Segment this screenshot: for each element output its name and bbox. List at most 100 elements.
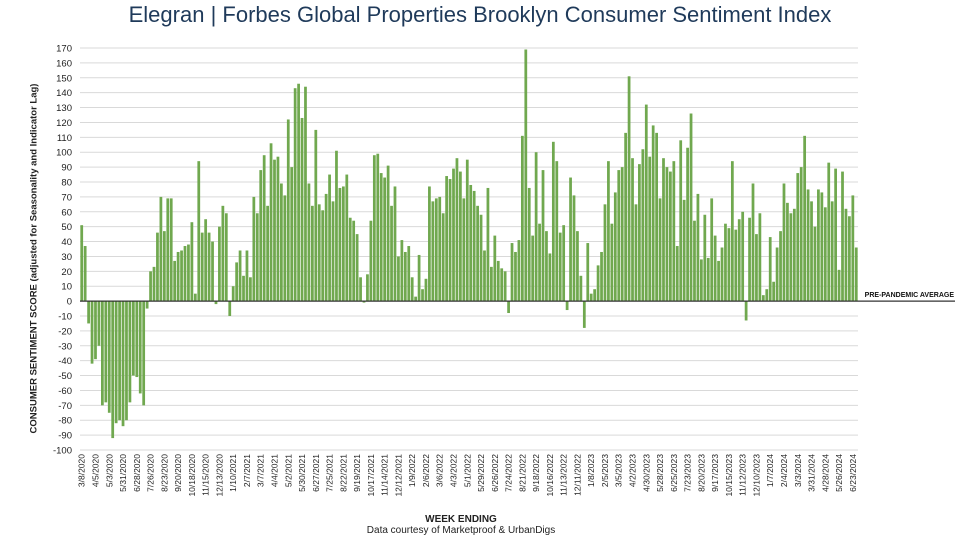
x-tick-label: 11/12/2023 bbox=[738, 454, 748, 496]
x-tick-label: 4/2/2023 bbox=[628, 454, 638, 487]
x-tick-label: 1/9/2022 bbox=[407, 454, 417, 487]
bar bbox=[479, 214, 483, 302]
x-tick-label: 5/30/2021 bbox=[297, 454, 307, 492]
bar bbox=[572, 195, 576, 302]
bar bbox=[118, 301, 121, 421]
bar bbox=[169, 198, 173, 302]
x-tick-label: 9/18/2022 bbox=[531, 454, 541, 492]
bar bbox=[665, 167, 669, 302]
bar bbox=[452, 168, 455, 302]
bar bbox=[651, 125, 655, 302]
bar bbox=[827, 162, 831, 302]
bar bbox=[197, 161, 201, 302]
bar bbox=[562, 225, 566, 302]
bar bbox=[720, 247, 724, 302]
bar bbox=[617, 170, 621, 302]
y-tick-label: 170 bbox=[56, 44, 72, 55]
x-tick-label: 11/15/2020 bbox=[201, 454, 211, 496]
bar bbox=[675, 246, 679, 302]
bar bbox=[734, 229, 738, 302]
x-tick-label: 12/12/2021 bbox=[393, 454, 403, 497]
bar bbox=[551, 141, 555, 302]
bar bbox=[631, 158, 634, 302]
bar bbox=[655, 132, 658, 302]
x-tick-label: 2/7/2021 bbox=[242, 454, 252, 487]
bar bbox=[369, 220, 373, 302]
bar bbox=[644, 104, 648, 302]
bar bbox=[517, 240, 521, 302]
x-tick-label: 2/6/2022 bbox=[421, 454, 431, 487]
y-tick-label: -30 bbox=[58, 341, 72, 352]
y-tick-label: 50 bbox=[61, 222, 72, 233]
x-tick-label: 10/15/2023 bbox=[724, 454, 734, 497]
x-tick-label: 9/19/2021 bbox=[352, 454, 362, 492]
x-tick-label: 9/17/2023 bbox=[710, 454, 720, 492]
bar bbox=[200, 232, 204, 302]
x-tick-label: 5/29/2022 bbox=[476, 454, 486, 492]
bar bbox=[837, 269, 841, 302]
bar bbox=[283, 195, 287, 302]
bar bbox=[658, 198, 662, 302]
bar bbox=[393, 186, 397, 302]
y-tick-label: 10 bbox=[61, 282, 72, 293]
bar bbox=[576, 231, 579, 302]
bar bbox=[727, 228, 731, 302]
bar bbox=[782, 183, 786, 302]
bar bbox=[445, 176, 449, 302]
bar bbox=[280, 183, 283, 302]
x-tick-label: 5/31/2020 bbox=[118, 454, 128, 492]
bar bbox=[386, 165, 390, 302]
bar bbox=[335, 150, 338, 302]
bar bbox=[338, 187, 342, 302]
x-tick-label: 5/3/2020 bbox=[104, 454, 114, 487]
bar bbox=[145, 301, 149, 309]
bar bbox=[187, 244, 190, 302]
bar bbox=[806, 189, 810, 302]
bar bbox=[90, 301, 94, 364]
bar bbox=[114, 301, 118, 424]
bar bbox=[403, 251, 407, 302]
bar bbox=[300, 117, 304, 302]
bar bbox=[152, 266, 156, 302]
bar bbox=[465, 159, 469, 302]
title-brand: Elegran | Forbes Global Properties bbox=[128, 2, 467, 27]
bar bbox=[390, 205, 393, 302]
bar bbox=[159, 196, 163, 302]
bar bbox=[83, 246, 87, 302]
y-tick-label: -90 bbox=[58, 431, 72, 442]
x-tick-label: 10/18/2020 bbox=[187, 454, 197, 497]
bar bbox=[221, 205, 225, 302]
x-tick-label: 12/11/2022 bbox=[572, 454, 582, 496]
bar bbox=[538, 223, 541, 302]
bar bbox=[431, 201, 435, 302]
x-tick-label: 6/25/2023 bbox=[669, 454, 679, 492]
bar bbox=[176, 251, 180, 302]
y-tick-label: 80 bbox=[61, 178, 72, 189]
bar bbox=[703, 214, 707, 302]
y-tick-label: 20 bbox=[61, 267, 72, 278]
bar bbox=[259, 170, 263, 302]
bar bbox=[524, 49, 528, 302]
y-tick-label: 60 bbox=[61, 207, 72, 218]
bar bbox=[596, 265, 600, 302]
bar bbox=[648, 156, 652, 302]
x-tick-label: 4/3/2022 bbox=[449, 454, 459, 487]
x-tick-label: 10/16/2022 bbox=[545, 454, 555, 497]
bar bbox=[193, 293, 197, 302]
bar bbox=[331, 201, 335, 302]
bar bbox=[493, 235, 497, 302]
bar bbox=[823, 207, 827, 302]
bar bbox=[792, 208, 796, 302]
y-tick-label: 30 bbox=[61, 252, 72, 263]
bar bbox=[104, 301, 108, 403]
bar bbox=[224, 213, 228, 302]
bar bbox=[379, 173, 383, 302]
x-tick-label: 7/26/2020 bbox=[146, 454, 156, 492]
bar bbox=[817, 189, 820, 302]
bar bbox=[768, 237, 772, 302]
bar bbox=[737, 219, 741, 302]
y-tick-label: 130 bbox=[56, 103, 72, 114]
x-tick-label: 7/23/2023 bbox=[683, 454, 693, 492]
bar bbox=[810, 201, 813, 302]
